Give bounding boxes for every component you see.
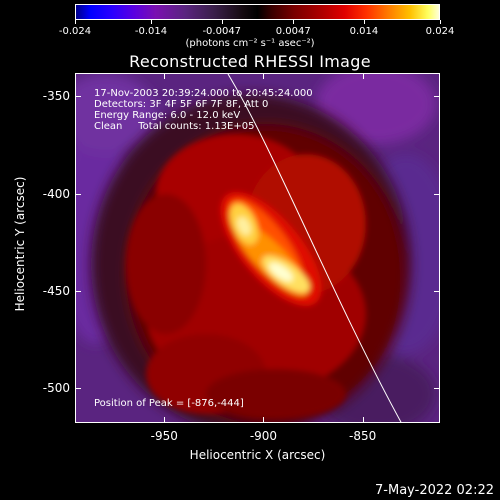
colorbar (75, 4, 440, 20)
x-tick-label: -900 (249, 429, 278, 443)
y-tick-label: -350 (42, 89, 70, 104)
colorbar-tick-label: -0.024 (58, 26, 92, 37)
colorbar-tick-mark (440, 20, 441, 24)
clean-counts-annotation: Clean Total counts: 1.13E+05 (94, 121, 255, 132)
colorbar-tick-label: -0.0047 (202, 26, 242, 37)
y-tick-mark (434, 96, 440, 98)
x-axis-label: Heliocentric X (arcsec) (189, 448, 326, 462)
solar-limb-line (227, 74, 402, 422)
y-tick-mark (75, 96, 81, 98)
y-tick-mark (434, 290, 440, 292)
colorbar-tick-label: 0.024 (425, 26, 455, 37)
x-tick-mark (164, 417, 166, 423)
x-tick-mark (164, 73, 166, 79)
x-tick-mark (362, 417, 364, 423)
colorbar-tick-mark (221, 20, 223, 24)
rhessi-image (76, 74, 439, 422)
y-tick-mark (75, 388, 81, 389)
image-plot-area (75, 73, 440, 423)
colorbar-tick-mark (363, 20, 365, 24)
colorbar-tick-mark (75, 20, 76, 24)
y-tick-label: -400 (42, 186, 70, 201)
y-tick-mark (434, 193, 440, 195)
y-axis-label: Heliocentric Y (arcsec) (13, 176, 27, 312)
y-tick-label: -500 (42, 381, 70, 395)
x-tick-label: -950 (150, 429, 178, 443)
time-range-annotation: 17-Nov-2003 20:39:24.000 to 20:45:24.000 (94, 88, 313, 99)
y-tick-mark (75, 290, 81, 292)
colorbar-units-label: (photons cm⁻² s⁻¹ asec⁻²) (185, 38, 315, 49)
y-tick-label: -450 (42, 283, 70, 298)
flare-source (220, 192, 322, 306)
colorbar-tick-label: -0.014 (134, 26, 168, 37)
colorbar-tick-mark (151, 20, 153, 24)
energy-range-annotation: Energy Range: 6.0 - 12.0 keV (94, 110, 241, 121)
timestamp: 7-May-2022 02:22 (375, 483, 494, 498)
colorbar-tick-label: 0.014 (349, 26, 379, 37)
x-tick-mark (263, 417, 265, 423)
plot-title: Reconstructed RHESSI Image (129, 52, 371, 71)
x-tick-mark (362, 73, 364, 79)
y-tick-mark (434, 388, 440, 389)
x-tick-label: -850 (349, 429, 377, 443)
peak-position-annotation: Position of Peak = [-876,-444] (94, 398, 244, 409)
colorbar-tick-label: 0.0047 (275, 26, 311, 37)
detectors-annotation: Detectors: 3F 4F 5F 6F 7F 8F, Att 0 (94, 99, 269, 110)
colorbar-tick-mark (293, 20, 295, 24)
x-tick-mark (263, 73, 265, 79)
y-tick-mark (75, 193, 81, 195)
